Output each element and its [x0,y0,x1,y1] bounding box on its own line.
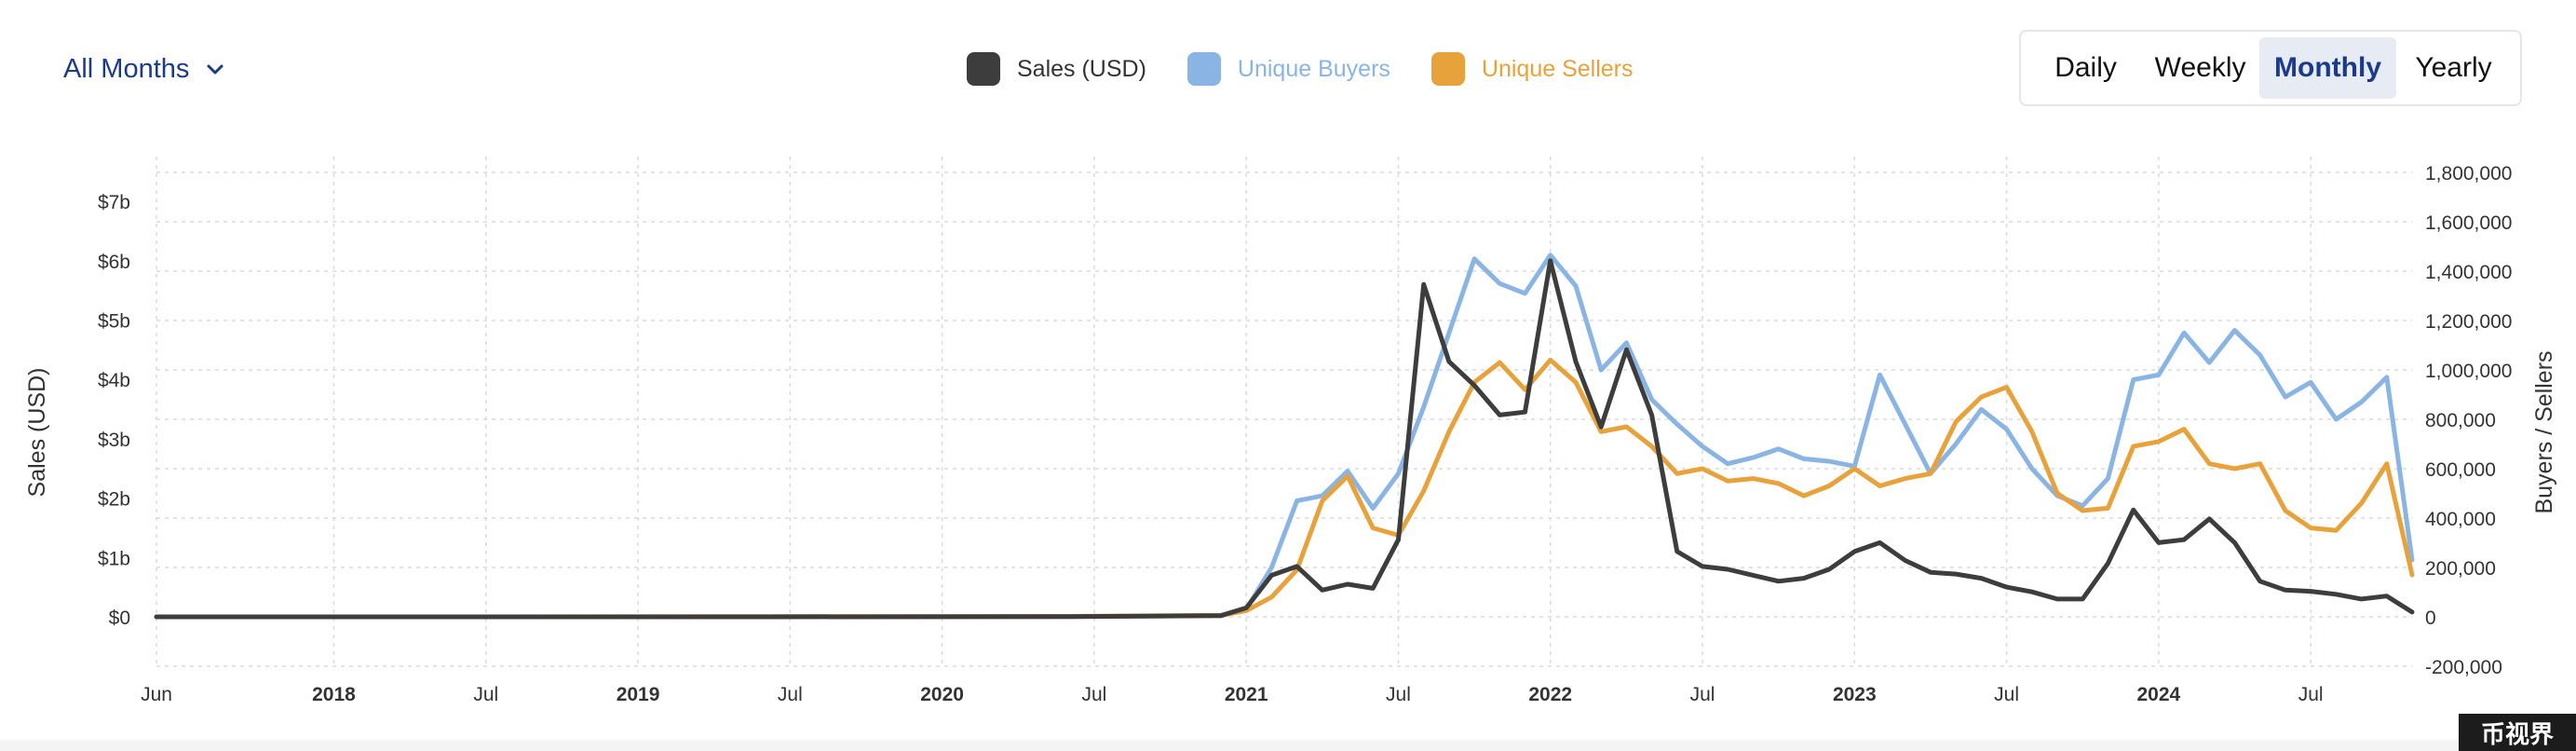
chevron-down-icon [207,64,224,75]
series-line-sales-usd [154,258,2415,620]
legend-item-sales[interactable]: Sales (USD) [967,52,1146,86]
x-tick-label: 2022 [1528,684,1572,705]
x-tick-label: Jul [473,684,498,705]
y2-axis-title: Buyers / Sellers [2531,350,2557,513]
x-tick-label: Jul [778,684,803,705]
y2-tick-label: 1,800,000 [2425,163,2512,184]
granularity-daily-button[interactable]: Daily [2054,52,2117,83]
y2-tick-label: 200,000 [2425,558,2496,580]
legend-label-sales: Sales (USD) [1017,55,1146,82]
x-tick-label: Jul [1994,684,2019,705]
x-tick-label: 2018 [312,684,356,705]
granularity-monthly-button[interactable]: Monthly [2259,37,2396,99]
x-tick-label: 2024 [2137,684,2181,705]
legend-item-sellers[interactable]: Unique Sellers [1430,52,1634,86]
y2-tick-label: 400,000 [2425,509,2496,530]
x-tick-label: Jul [2298,684,2324,705]
y-tick-label: $4b [98,370,130,391]
series-line-unique-sellers [154,357,2415,620]
y2-tick-label: 1,000,000 [2425,361,2512,382]
period-selector-label: All Months [63,53,190,84]
chart-canvas: Jun 2018 Jul 2019 Jul 2020 Jul 2021 Jul 2022 Jul 20… [24,157,2557,705]
x-tick-label: 2020 [920,684,964,705]
y2-tick-label: 1,400,000 [2425,262,2512,283]
period-selector[interactable]: All Months [63,48,226,89]
y-tick-label: $1b [98,548,130,569]
y-tick-label: $6b [98,252,130,273]
x-tick-label: 2021 [1225,684,1268,705]
y2-tick-label: 1,200,000 [2425,311,2512,333]
watermark-logo: 币视界 [2459,714,2576,751]
y-axis-title: Sales (USD) [24,368,50,498]
legend-swatch-sales [967,52,1000,86]
y-tick-label: $3b [98,430,130,451]
bottom-divider [0,740,2459,751]
granularity-toggle: Daily Weekly Monthly Yearly [2019,30,2522,106]
x-tick-label: Jul [1386,684,1411,705]
x-tick-label: Jul [1081,684,1106,705]
legend-label-buyers: Unique Buyers [1237,55,1390,82]
y-tick-label: $2b [98,489,130,511]
legend-swatch-buyers [1186,52,1221,86]
granularity-weekly-button[interactable]: Weekly [2154,52,2246,83]
x-tick-label: 2019 [617,684,660,705]
granularity-yearly-button[interactable]: Yearly [2415,52,2492,83]
legend-item-buyers[interactable]: Unique Buyers [1186,52,1390,86]
legend-swatch-sellers [1430,52,1465,86]
y-tick-label: $5b [98,311,130,333]
legend-label-sellers: Unique Sellers [1481,55,1634,82]
y2-tick-label: 0 [2425,608,2436,629]
y2-tick-label: 800,000 [2425,410,2496,431]
x-tick-label: Jun [141,684,172,705]
y-tick-label: $7b [98,192,130,213]
y2-tick-label: 600,000 [2425,459,2496,481]
x-tick-label: Jul [1690,684,1715,705]
y2-tick-label: -200,000 [2425,657,2502,678]
y-tick-label: $0 [109,608,130,629]
y2-tick-label: 1,600,000 [2425,212,2512,234]
series-line-unique-buyers [154,253,2415,620]
x-tick-label: 2023 [1833,684,1877,705]
chart-legend: Sales (USD) Unique Buyers Unique Sellers [967,48,1634,89]
